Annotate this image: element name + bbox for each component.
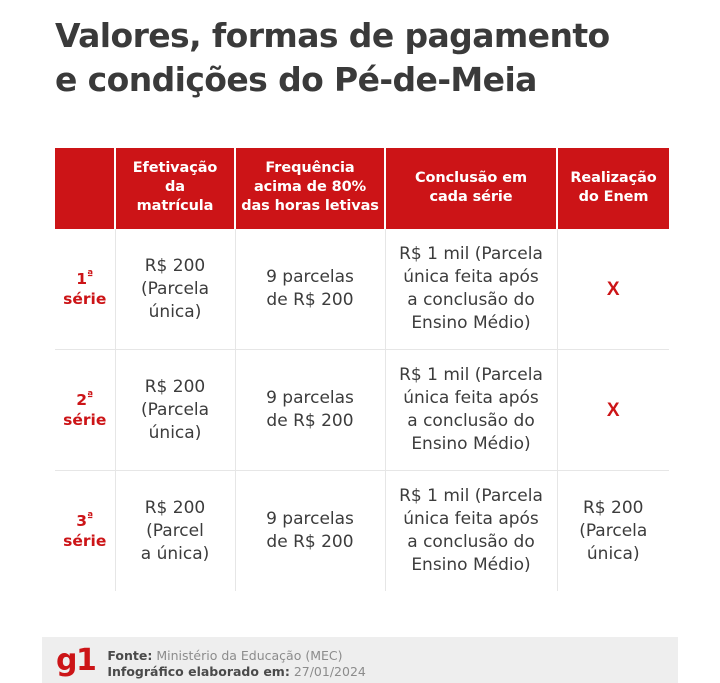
cell-conclusao-serie: R$ 1 mil (Parcela única feita após a concl… [385, 349, 558, 471]
serie-ordinal-mark: ª [87, 388, 94, 402]
cell-line: única feita após [403, 267, 539, 287]
cell-line: única) [148, 422, 202, 443]
cell-line: (Parcela [140, 399, 210, 420]
header-cell-frequencia: Frequência acima de 80% das horas letiva… [235, 148, 386, 229]
cell-efetivacao-matricula: R$ 200 (Parcel a única) [115, 470, 236, 591]
header-line: acima de 80% [253, 179, 367, 195]
cell-line: Ensino Médio) [411, 313, 531, 333]
header-line: das horas letivas [241, 198, 379, 214]
cell-serie: 3ª série [55, 470, 116, 591]
header-line: Realização [570, 169, 657, 186]
header-cell-efetivacao-matricula: Efetivação da matrícula [115, 148, 236, 229]
footer-credits-band: g1 Fonte: Ministério da Educação (MEC) I… [42, 637, 678, 683]
cell-line: (Parcel [146, 520, 204, 541]
table-header: Efetivação da matrícula Frequência acima… [55, 148, 669, 229]
table-row: 1ª série R$ 200 (Parcela única) 9 parcelas de … [55, 229, 669, 350]
source-value: Ministério da Educação (MEC) [156, 648, 343, 663]
header-line: da [165, 179, 185, 195]
made-label: Infográfico elaborado em: [107, 664, 290, 679]
header-line: cada série [429, 188, 513, 205]
serie-number: 2ª [76, 388, 94, 409]
cell-line: (Parcela [579, 520, 648, 541]
cell-line: única) [148, 301, 202, 322]
made-line: Infográfico elaborado em: 27/01/2024 [107, 664, 366, 680]
header-line: matrícula [136, 198, 214, 214]
serie-word: série [63, 532, 107, 550]
cell-realizacao-enem: X [557, 229, 669, 350]
header-cell-realizacao-enem: Realização do Enem [557, 148, 669, 229]
header-line: Frequência [265, 160, 355, 176]
cell-line: 9 parcelas [266, 509, 354, 529]
cell-line: a única) [140, 543, 210, 564]
header-cell-conclusao-serie: Conclusão em cada série [385, 148, 558, 229]
cell-line: de R$ 200 [266, 532, 354, 552]
serie-word: série [63, 290, 107, 308]
page-title: Valores, formas de pagamento e condições… [55, 14, 695, 102]
cell-line: R$ 200 [144, 376, 206, 397]
benefits-table-container: Efetivação da matrícula Frequência acima… [55, 148, 669, 591]
cell-line: Ensino Médio) [411, 555, 531, 575]
cell-line: 9 parcelas [266, 267, 354, 287]
made-value: 27/01/2024 [293, 664, 366, 679]
g1-logo: g1 [56, 643, 97, 678]
not-applicable-x-icon: X [606, 278, 620, 300]
serie-ordinal-mark: ª [87, 267, 94, 281]
cell-line: R$ 200 [144, 497, 206, 518]
cell-realizacao-enem: X [557, 349, 669, 471]
header-line: do Enem [578, 188, 649, 205]
cell-line: única) [586, 543, 640, 564]
cell-line: a conclusão do [407, 290, 535, 310]
source-label: Fonte: [107, 648, 153, 663]
header-cell-serie [55, 148, 116, 229]
cell-line: 9 parcelas [266, 388, 354, 408]
cell-serie: 1ª série [55, 229, 116, 350]
cell-line: de R$ 200 [266, 290, 354, 310]
cell-line: Ensino Médio) [411, 434, 531, 454]
serie-ordinal-mark: ª [87, 509, 94, 523]
cell-frequencia: 9 parcelas de R$ 200 [235, 470, 386, 591]
cell-line: (Parcela [140, 278, 210, 299]
cell-line: de R$ 200 [266, 411, 354, 431]
table-header-row: Efetivação da matrícula Frequência acima… [55, 148, 669, 229]
cell-line: R$ 200 [144, 255, 206, 276]
not-applicable-x-icon: X [606, 399, 620, 421]
cell-line: R$ 1 mil (Parcela [399, 365, 543, 385]
cell-line: R$ 200 [583, 497, 644, 518]
cell-line: única feita após [403, 509, 539, 529]
table-row: 2ª série R$ 200 (Parcela única) 9 parcelas de … [55, 349, 669, 471]
serie-word: série [63, 411, 107, 429]
cell-line: R$ 1 mil (Parcela [399, 244, 543, 264]
cell-frequencia: 9 parcelas de R$ 200 [235, 349, 386, 471]
cell-efetivacao-matricula: R$ 200 (Parcela única) [115, 229, 236, 350]
table-row: 3ª série R$ 200 (Parcel a única) 9 parcelas de… [55, 470, 669, 591]
footer-content: g1 Fonte: Ministério da Educação (MEC) I… [56, 643, 366, 680]
page-title-line-2: e condições do Pé-de-Meia [55, 60, 537, 99]
credit-lines: Fonte: Ministério da Educação (MEC) Info… [107, 646, 366, 680]
cell-line: a conclusão do [407, 532, 535, 552]
cell-line: única feita após [403, 388, 539, 408]
cell-conclusao-serie: R$ 1 mil (Parcela única feita após a concl… [385, 229, 558, 350]
header-line: Efetivação [132, 160, 218, 176]
serie-number: 1ª [76, 267, 94, 288]
source-line: Fonte: Ministério da Educação (MEC) [107, 648, 366, 664]
cell-frequencia: 9 parcelas de R$ 200 [235, 229, 386, 350]
cell-efetivacao-matricula: R$ 200 (Parcela única) [115, 349, 236, 471]
cell-line: a conclusão do [407, 411, 535, 431]
page-title-line-1: Valores, formas de pagamento [55, 16, 610, 55]
cell-realizacao-enem: R$ 200 (Parcela única) [557, 470, 669, 591]
cell-serie: 2ª série [55, 349, 116, 471]
cell-line: R$ 1 mil (Parcela [399, 486, 543, 506]
benefits-table: Efetivação da matrícula Frequência acima… [55, 148, 669, 591]
cell-conclusao-serie: R$ 1 mil (Parcela única feita após a concl… [385, 470, 558, 591]
serie-number: 3ª [76, 509, 94, 530]
header-line: Conclusão em [415, 169, 527, 186]
table-body: 1ª série R$ 200 (Parcela única) 9 parcelas de … [55, 229, 669, 591]
